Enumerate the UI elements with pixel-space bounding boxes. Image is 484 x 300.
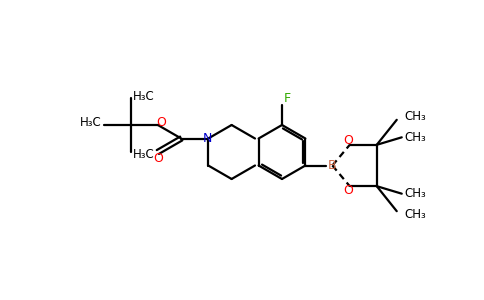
- Text: CH₃: CH₃: [405, 208, 426, 221]
- Text: CH₃: CH₃: [405, 131, 426, 144]
- Text: O: O: [153, 152, 163, 164]
- Text: F: F: [284, 92, 290, 104]
- Text: H₃C: H₃C: [133, 148, 155, 160]
- Text: O: O: [343, 134, 353, 147]
- Text: H₃C: H₃C: [133, 89, 155, 103]
- Text: N: N: [202, 132, 212, 145]
- Text: O: O: [156, 116, 166, 130]
- Text: B: B: [328, 159, 337, 172]
- Text: H₃C: H₃C: [80, 116, 102, 130]
- Text: O: O: [343, 184, 353, 197]
- Text: CH₃: CH₃: [405, 187, 426, 200]
- Text: CH₃: CH₃: [405, 110, 426, 123]
